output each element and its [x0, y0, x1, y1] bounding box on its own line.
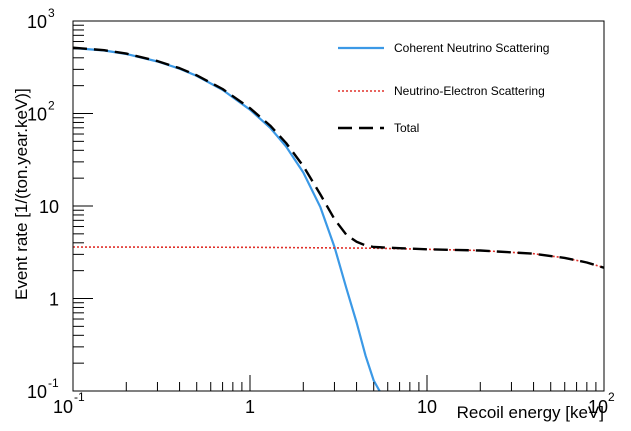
- x-tick-label: 1: [245, 397, 255, 417]
- y-tick-label: 10 -1: [27, 376, 59, 402]
- y-tick-base: 10: [27, 105, 47, 125]
- legend-label: Neutrino-Electron Scattering: [394, 84, 545, 98]
- legend-label: Coherent Neutrino Scattering: [394, 41, 549, 55]
- y-tick-base: 1: [49, 290, 59, 310]
- y-tick-base: 10: [27, 382, 47, 402]
- legend: Coherent Neutrino Scattering Neutrino-Ele…: [338, 41, 549, 135]
- x-axis-label: Recoil energy [keV]: [457, 403, 604, 422]
- y-tick-label: 10 2: [27, 99, 55, 125]
- x-tick-label: 10: [417, 397, 437, 417]
- x-tick-base: 10: [417, 397, 437, 417]
- y-axis-label: Event rate [1/(ton.year.keV)]: [12, 88, 31, 300]
- x-tick-label: 10 -1: [53, 390, 85, 417]
- curves-layer: [73, 46, 604, 391]
- x-tick-base: 1: [245, 397, 255, 417]
- y-tick-exp: -1: [48, 376, 59, 390]
- series-line-coherent-neutrino-scattering: [73, 46, 381, 391]
- y-tick-exp: 2: [48, 99, 55, 113]
- y-tick-exp: 3: [48, 6, 55, 20]
- legend-entry: Total: [338, 121, 419, 135]
- x-tick-label: 10 2: [588, 390, 615, 417]
- y-tick-base: 10: [39, 197, 59, 217]
- plot-frame: [72, 20, 605, 392]
- legend-label: Total: [394, 121, 419, 135]
- y-tick-label: 10: [39, 197, 59, 217]
- x-tick-base: 10: [588, 397, 608, 417]
- x-tick-exp: -1: [74, 390, 85, 404]
- y-tick-label: 1: [49, 290, 59, 310]
- y-tick-base: 10: [27, 12, 47, 32]
- x-tick-exp: 2: [608, 390, 615, 404]
- legend-entry: Neutrino-Electron Scattering: [338, 84, 545, 98]
- x-tick-base: 10: [53, 397, 73, 417]
- y-tick-label: 10 3: [27, 6, 55, 32]
- axis-ticks: [72, 24, 597, 392]
- series-line-total: [73, 46, 604, 269]
- legend-entry: Coherent Neutrino Scattering: [338, 41, 549, 55]
